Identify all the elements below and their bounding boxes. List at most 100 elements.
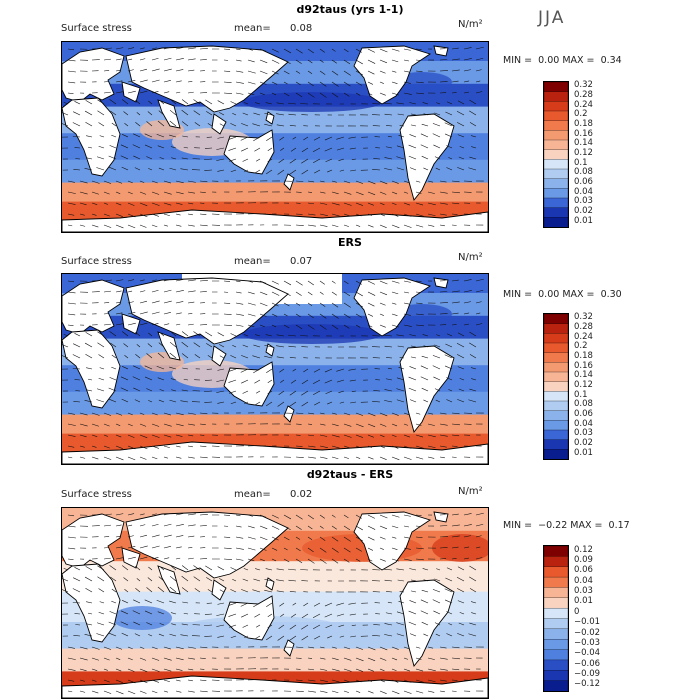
vector-arrow [159, 389, 165, 392]
vector-arrow [355, 690, 361, 693]
vector-arrow [415, 668, 424, 672]
vector-arrow [307, 657, 313, 659]
vector-arrow [187, 646, 196, 649]
vector-arrow [355, 558, 361, 562]
units-label: N/m² [458, 19, 483, 30]
vector-arrow [355, 92, 361, 96]
vector-arrow [103, 646, 112, 650]
vector-arrow [163, 279, 171, 282]
vector-arrow [439, 302, 448, 304]
vector-arrow [67, 547, 76, 550]
vector-arrow [451, 423, 460, 426]
vector-arrow [157, 145, 165, 149]
vector-arrow [127, 69, 134, 72]
vector-arrow [67, 434, 76, 437]
vector-arrow [415, 679, 424, 683]
vector-arrow [67, 646, 75, 649]
vector-arrow [295, 180, 304, 182]
vector-arrow [230, 589, 237, 593]
vector-arrow [403, 70, 410, 73]
vector-arrow [67, 202, 76, 205]
vector-arrow [127, 224, 136, 229]
colorbar-tick-label: 0.01 [574, 215, 593, 226]
vector-arrow [408, 376, 417, 381]
vector-arrow [457, 332, 465, 337]
vector-arrow [156, 599, 165, 604]
vector-arrow [219, 344, 225, 348]
colorbar-segment [543, 420, 569, 431]
vector-arrow [379, 70, 386, 74]
vector-arrow [139, 290, 146, 293]
vector-arrow [475, 289, 484, 293]
vector-arrow [271, 313, 278, 317]
vector-arrow [230, 635, 237, 639]
vector-arrow [79, 434, 87, 438]
vector-arrow [457, 167, 465, 171]
vector-arrow [435, 167, 441, 171]
vector-arrow [415, 202, 424, 206]
vector-arrow [115, 412, 123, 416]
vector-arrow [319, 412, 325, 415]
vector-arrow [475, 46, 484, 50]
vector-arrow [67, 70, 76, 73]
vector-arrow [331, 180, 337, 183]
vector-arrow [444, 354, 453, 359]
vector-arrow [62, 355, 69, 359]
vector-arrow [73, 169, 81, 171]
vector-arrow [367, 324, 373, 328]
vector-arrow [415, 70, 423, 73]
vector-arrow [67, 657, 76, 660]
vector-arrow [91, 412, 100, 416]
vector-arrow [271, 81, 278, 85]
vector-arrow [109, 145, 117, 149]
colorbar-tick-label: −0.01 [574, 617, 601, 628]
vector-arrow [115, 80, 123, 83]
vector-arrow [259, 92, 265, 96]
vector-arrow [139, 79, 148, 83]
continent-outline [211, 113, 227, 135]
colorbar-segment [543, 576, 569, 589]
vector-arrow [163, 79, 171, 83]
vector-arrow [343, 313, 351, 319]
vector-arrow [427, 180, 434, 183]
continent-outline [399, 113, 455, 201]
vector-arrow [247, 547, 256, 551]
vector-arrow [73, 401, 81, 403]
continent-outline [211, 345, 227, 367]
vector-arrow [314, 401, 321, 406]
vector-arrow [343, 668, 352, 672]
vector-arrow [319, 657, 326, 660]
vector-arrow [115, 535, 121, 538]
vector-arrow [103, 191, 110, 195]
vector-arrow [271, 70, 279, 75]
colorbar-segment [543, 159, 569, 170]
vector-arrow [343, 202, 352, 206]
vector-arrow [384, 345, 393, 348]
vector-arrow [127, 412, 133, 416]
vector-arrow [181, 121, 189, 127]
variable-label: Surface stress [61, 23, 132, 34]
vector-arrow [367, 92, 373, 96]
vector-arrow [399, 357, 405, 359]
vector-arrow [403, 202, 411, 206]
vector-arrow [278, 390, 285, 395]
vector-arrow [457, 399, 465, 403]
vector-arrow [351, 390, 357, 393]
vector-arrow [204, 169, 213, 171]
vector-arrow [391, 412, 399, 416]
vector-arrow [403, 48, 411, 51]
vector-arrow [391, 302, 397, 305]
vector-arrow [379, 324, 386, 328]
vector-arrow [319, 280, 325, 285]
vector-arrow [127, 513, 135, 516]
vector-arrow [279, 136, 285, 141]
vector-arrow [420, 133, 429, 138]
vector-arrow [139, 679, 148, 684]
vector-arrow [278, 158, 285, 163]
vector-arrow [403, 536, 410, 539]
field-blob [432, 534, 488, 562]
vector-arrow [367, 514, 375, 519]
vector-arrow [451, 535, 460, 538]
vector-arrow [307, 514, 315, 520]
vector-arrow [91, 668, 98, 671]
